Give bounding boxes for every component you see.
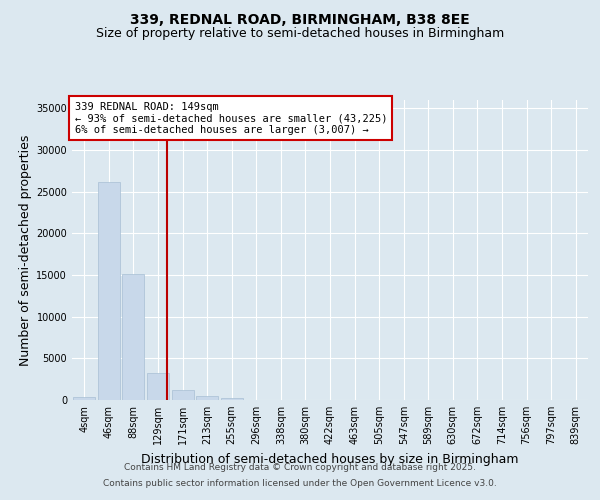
Text: 339, REDNAL ROAD, BIRMINGHAM, B38 8EE: 339, REDNAL ROAD, BIRMINGHAM, B38 8EE bbox=[130, 12, 470, 26]
Bar bbox=[147, 374, 169, 400]
Bar bbox=[196, 396, 218, 400]
Bar bbox=[98, 182, 120, 400]
Bar bbox=[73, 397, 95, 400]
Bar bbox=[172, 390, 194, 400]
X-axis label: Distribution of semi-detached houses by size in Birmingham: Distribution of semi-detached houses by … bbox=[141, 452, 519, 466]
Bar bbox=[221, 398, 243, 400]
Bar bbox=[122, 274, 145, 400]
Text: Contains HM Land Registry data © Crown copyright and database right 2025.: Contains HM Land Registry data © Crown c… bbox=[124, 464, 476, 472]
Text: 339 REDNAL ROAD: 149sqm
← 93% of semi-detached houses are smaller (43,225)
6% of: 339 REDNAL ROAD: 149sqm ← 93% of semi-de… bbox=[74, 102, 387, 134]
Text: Size of property relative to semi-detached houses in Birmingham: Size of property relative to semi-detach… bbox=[96, 28, 504, 40]
Y-axis label: Number of semi-detached properties: Number of semi-detached properties bbox=[19, 134, 32, 366]
Text: Contains public sector information licensed under the Open Government Licence v3: Contains public sector information licen… bbox=[103, 478, 497, 488]
